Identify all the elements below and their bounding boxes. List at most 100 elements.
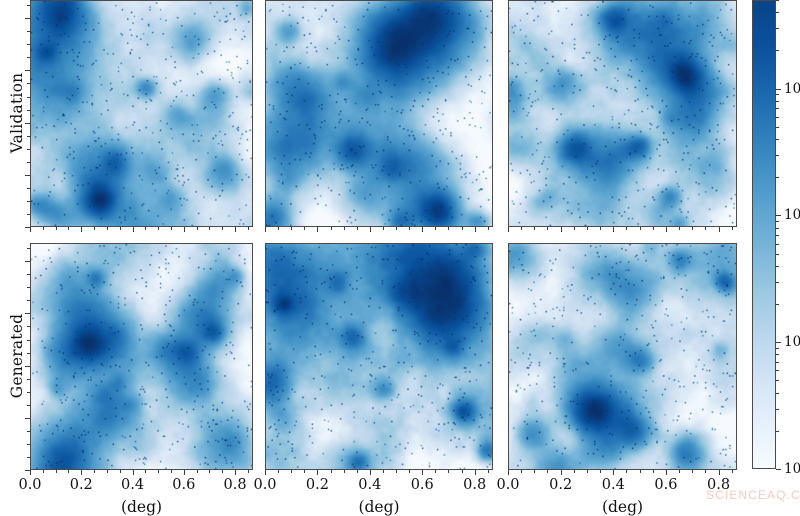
x-axis-minor-tick (487, 227, 489, 230)
y-axis-minor-tick (27, 287, 30, 289)
x-axis-minor-tick (586, 227, 588, 230)
x-axis-minor-tick (534, 470, 536, 473)
x-axis-minor-tick (409, 227, 411, 230)
generated-map-1-image (31, 244, 252, 469)
x-axis-minor-tick (304, 227, 306, 230)
x-axis-minor-tick (626, 470, 628, 473)
colorbar-minor-tick (776, 430, 779, 432)
colorbar-major-tick (776, 88, 781, 90)
x-axis-major-tick (81, 470, 83, 475)
x-axis-label: (deg) (358, 498, 400, 516)
colorbar-minor-tick (776, 370, 779, 372)
colorbar-minor-tick (776, 281, 779, 283)
y-axis-minor-tick (27, 83, 30, 85)
x-axis-minor-tick (42, 470, 44, 473)
y-axis-minor-tick (27, 248, 30, 250)
x-axis-major-tick (81, 227, 83, 232)
x-axis-minor-tick (521, 470, 523, 473)
y-axis-minor-tick (27, 96, 30, 98)
x-axis-minor-tick (291, 470, 293, 473)
x-axis-minor-tick (343, 227, 345, 230)
x-axis-major-tick (560, 227, 562, 232)
x-axis-minor-tick (692, 470, 694, 473)
y-axis-minor-tick (27, 443, 30, 445)
colorbar-minor-tick (776, 177, 779, 179)
x-axis-major-tick (265, 227, 266, 232)
x-axis-minor-tick (68, 227, 70, 230)
x-axis-minor-tick (119, 227, 121, 230)
x-axis-tick-label: 0.0 (18, 477, 42, 493)
x-axis-tick-label: 0.0 (496, 477, 520, 493)
x-axis-minor-tick (278, 227, 280, 230)
y-axis-minor-tick (27, 44, 30, 46)
y-axis-major-tick (25, 174, 30, 176)
validation-map-1-image (31, 1, 252, 226)
x-axis-major-tick (235, 470, 237, 475)
x-axis-major-tick (665, 227, 667, 232)
x-axis-tick-label: 0.4 (358, 477, 382, 493)
x-axis-tick-label: 0.0 (253, 477, 277, 493)
colorbar-minor-tick (776, 126, 779, 128)
validation-map-3-image (509, 1, 736, 226)
x-axis-minor-tick (692, 227, 694, 230)
colorbar-minor-tick (776, 12, 779, 14)
colorbar-minor-tick (776, 380, 779, 382)
x-axis-minor-tick (170, 227, 172, 230)
x-axis-major-tick (317, 470, 319, 475)
generated-map-3 (508, 243, 737, 470)
x-axis-major-tick (183, 227, 185, 232)
y-axis-minor-tick (27, 213, 30, 215)
x-axis-minor-tick (586, 470, 588, 473)
validation-map-3 (508, 0, 737, 227)
x-axis-minor-tick (679, 227, 681, 230)
x-axis-label: (deg) (120, 498, 163, 516)
x-axis-minor-tick (639, 227, 641, 230)
colorbar-tick-label: 10−3 (784, 334, 800, 351)
y-axis-minor-tick (27, 352, 30, 354)
y-axis-major-tick (25, 18, 30, 20)
colorbar-major-tick (776, 469, 781, 470)
x-axis-major-tick (508, 227, 509, 232)
x-axis-minor-tick (461, 227, 463, 230)
colorbar-minor-tick (776, 265, 779, 267)
x-axis-major-tick (718, 227, 720, 232)
x-axis-minor-tick (170, 470, 172, 473)
x-axis-tick-label: 0.6 (410, 477, 434, 493)
y-axis-minor-tick (27, 404, 30, 406)
x-axis-major-tick (718, 470, 720, 475)
x-axis-minor-tick (158, 227, 160, 230)
x-axis-minor-tick (209, 470, 211, 473)
x-axis-major-tick (613, 470, 615, 475)
x-axis-tick-label: 0.8 (463, 477, 487, 493)
x-axis-tick-label: 0.4 (601, 477, 625, 493)
colorbar-major-tick (776, 215, 781, 217)
x-axis-major-tick (369, 227, 371, 232)
colorbar-minor-tick (776, 100, 779, 102)
x-axis-minor-tick (639, 470, 641, 473)
x-axis-minor-tick (461, 470, 463, 473)
x-axis-tick-label: 0.2 (549, 477, 573, 493)
colorbar (752, 0, 776, 469)
colorbar-minor-tick (776, 304, 779, 306)
x-axis-minor-tick (652, 227, 654, 230)
x-axis-minor-tick (55, 470, 57, 473)
x-axis-minor-tick (330, 470, 332, 473)
colorbar-major-tick (776, 342, 781, 344)
colorbar-minor-tick (776, 361, 779, 363)
x-axis-minor-tick (731, 227, 733, 230)
x-axis-minor-tick (573, 470, 575, 473)
y-axis-minor-tick (27, 456, 30, 458)
x-axis-major-tick (560, 470, 562, 475)
x-axis-minor-tick (106, 470, 108, 473)
x-axis-minor-tick (396, 470, 398, 473)
x-axis-minor-tick (356, 470, 358, 473)
colorbar-minor-tick (776, 0, 779, 1)
x-axis-minor-tick (343, 470, 345, 473)
y-axis-minor-tick (27, 187, 30, 189)
x-axis-minor-tick (626, 227, 628, 230)
y-axis-minor-tick (27, 326, 30, 328)
x-axis-minor-tick (222, 470, 224, 473)
x-axis-major-tick (30, 227, 31, 232)
y-axis-minor-tick (27, 274, 30, 276)
